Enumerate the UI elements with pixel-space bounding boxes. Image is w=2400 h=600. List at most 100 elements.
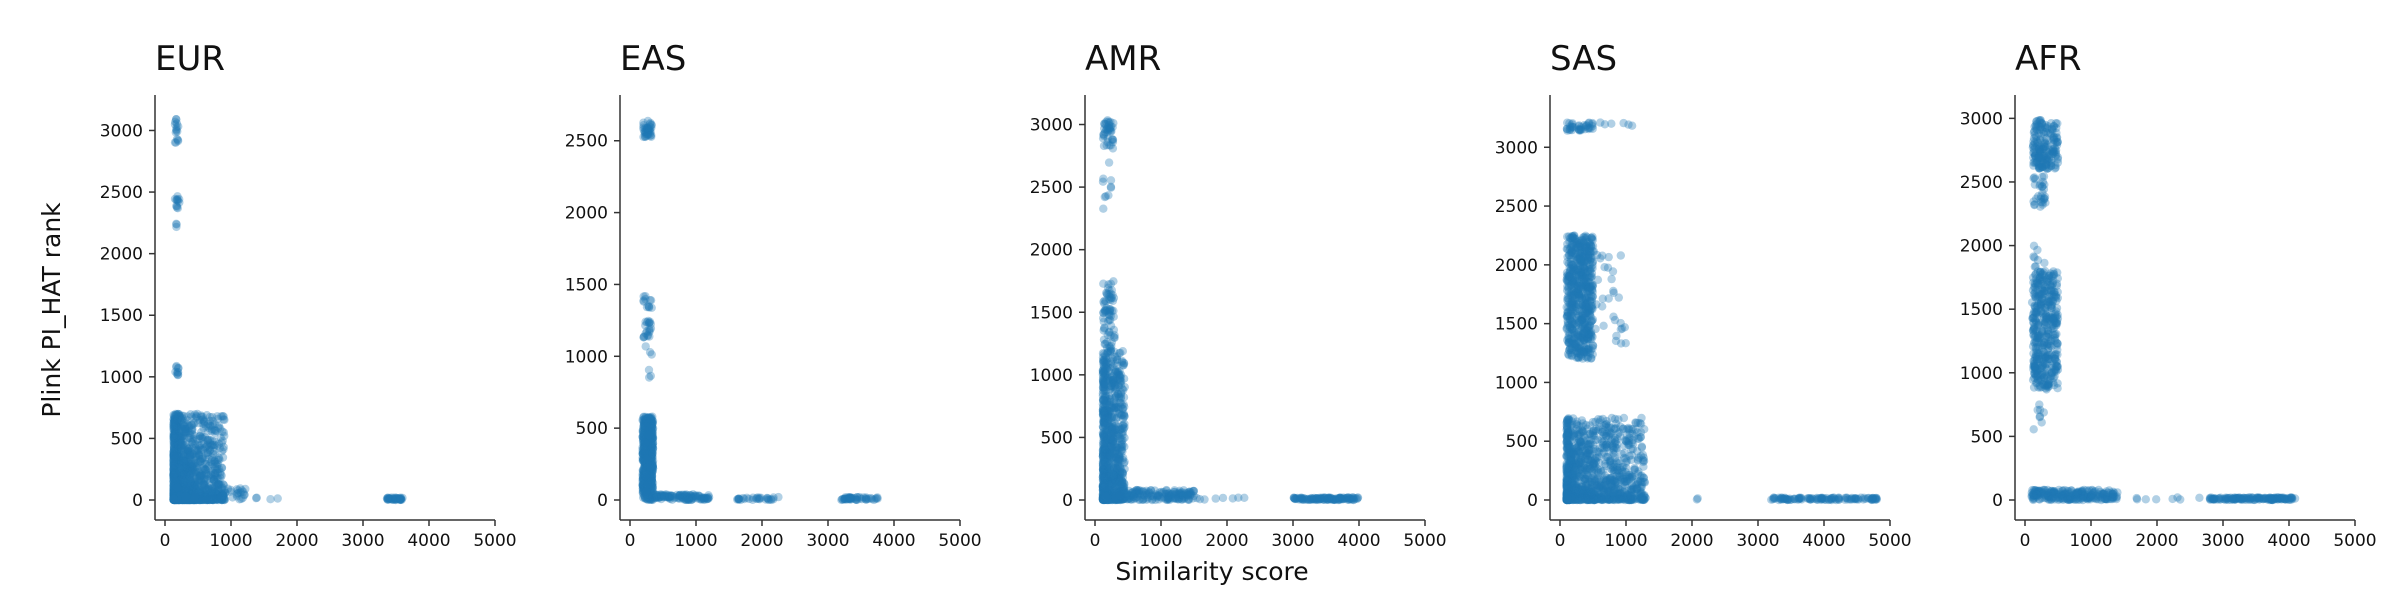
data-point	[169, 471, 178, 480]
data-point	[189, 434, 198, 444]
data-point	[205, 435, 215, 445]
data-point	[173, 135, 183, 145]
data-point	[170, 416, 179, 425]
data-point	[175, 461, 185, 470]
data-point	[1563, 276, 1573, 286]
data-point	[173, 195, 182, 204]
data-point	[1581, 313, 1590, 322]
data-point	[172, 492, 181, 501]
data-point	[187, 459, 196, 468]
data-point	[172, 494, 181, 503]
y-tick-label: 2000	[100, 245, 143, 265]
data-point	[196, 495, 206, 504]
data-point	[193, 475, 202, 485]
data-point	[1584, 254, 1593, 263]
data-point	[169, 464, 178, 473]
data-point	[169, 445, 179, 455]
data-point	[179, 494, 189, 504]
data-point	[1568, 232, 1578, 241]
data-point	[172, 493, 181, 502]
data-point	[209, 475, 219, 484]
data-point	[1312, 494, 1322, 503]
data-point	[169, 492, 178, 501]
data-point	[190, 481, 200, 490]
data-point	[181, 486, 191, 495]
data-point	[189, 494, 198, 504]
data-point	[179, 495, 188, 505]
data-point	[171, 474, 181, 483]
data-point	[179, 462, 188, 472]
data-point	[192, 495, 201, 505]
data-point	[173, 495, 182, 504]
data-point	[213, 480, 223, 490]
data-point	[176, 468, 186, 477]
data-point	[196, 431, 205, 440]
data-point	[173, 409, 182, 419]
y-tick-label: 1500	[565, 275, 608, 295]
data-point	[174, 442, 183, 451]
data-point	[172, 219, 181, 228]
data-point	[173, 483, 182, 492]
data-point	[169, 431, 179, 441]
data-point	[180, 492, 190, 502]
y-tick-label: 0	[1062, 491, 1073, 511]
data-point	[171, 409, 180, 419]
data-point	[175, 432, 184, 442]
data-point	[1587, 354, 1596, 363]
data-point	[174, 447, 183, 457]
data-point	[170, 194, 180, 204]
data-point	[175, 489, 185, 498]
data-point	[169, 451, 178, 460]
data-point	[197, 481, 207, 490]
data-point	[191, 478, 200, 487]
x-tick-label: 2000	[1205, 531, 1248, 551]
data-point	[185, 476, 195, 486]
y-tick-label: 500	[1506, 432, 1538, 452]
data-point	[204, 454, 213, 464]
data-point	[217, 495, 226, 505]
data-point	[184, 465, 193, 474]
data-point	[170, 494, 179, 503]
data-point	[1106, 346, 1115, 356]
data-point	[184, 453, 194, 462]
data-point	[205, 412, 214, 422]
data-point	[173, 478, 182, 487]
data-point	[169, 471, 178, 480]
data-point	[214, 485, 223, 494]
data-point	[180, 445, 189, 455]
y-tick-label: 2500	[565, 132, 608, 152]
data-point	[209, 475, 218, 484]
data-point	[198, 495, 207, 505]
data-point	[214, 455, 223, 465]
data-point	[182, 495, 192, 505]
data-point	[199, 488, 208, 497]
data-point	[174, 493, 184, 502]
data-point	[207, 453, 217, 462]
data-point	[186, 475, 195, 485]
data-point	[172, 222, 181, 232]
data-point	[177, 482, 186, 491]
data-point	[172, 125, 181, 134]
data-point	[175, 198, 184, 207]
data-point	[171, 417, 181, 427]
data-point	[175, 495, 184, 505]
data-point	[172, 455, 181, 465]
data-point	[169, 490, 178, 499]
data-point	[174, 494, 183, 503]
data-point	[186, 464, 195, 473]
data-point	[657, 492, 666, 501]
data-point	[196, 440, 205, 450]
data-point	[176, 453, 185, 462]
y-tick-label: 3000	[1495, 138, 1538, 158]
data-point	[200, 491, 209, 501]
data-point	[1581, 331, 1591, 340]
data-point	[184, 433, 194, 443]
data-point	[179, 456, 188, 465]
data-point	[171, 457, 181, 466]
data-point	[170, 417, 179, 426]
data-point	[215, 464, 224, 474]
data-point	[169, 447, 178, 456]
data-point	[186, 492, 195, 501]
data-point	[209, 475, 219, 484]
data-point	[196, 486, 206, 495]
